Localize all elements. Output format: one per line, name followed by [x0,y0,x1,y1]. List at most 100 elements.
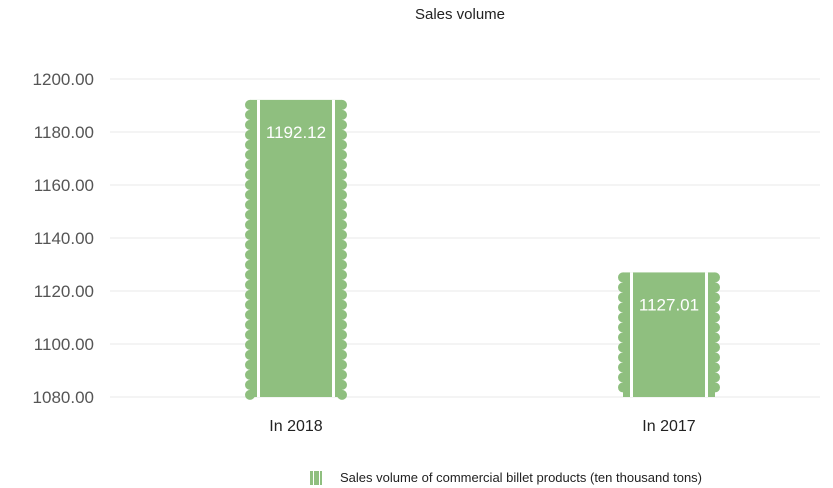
bar-stripe [705,272,708,397]
bar-edge [337,209,347,220]
bar-edge [710,292,720,303]
bar-edge [337,189,347,200]
chart-title: Sales volume [414,6,506,23]
bar-edge [245,239,255,250]
bar-edge [245,279,255,290]
bar-edge [245,379,255,390]
bar-edge [337,119,347,130]
y-tick-label: 1180.00 [34,123,94,142]
bar-edge [337,279,347,290]
bar-edge [337,139,347,150]
bar-edge [618,302,628,313]
bar-edge [618,292,628,303]
bar-edge [710,342,720,353]
bar-edge [245,249,255,260]
bar-edge [618,382,628,393]
bar-edge [337,289,347,300]
bar-edge [245,129,255,140]
bar-edge [337,249,347,260]
y-tick-label: 1120.00 [34,282,94,301]
bar-edge [245,169,255,180]
bar-stripe [332,99,335,397]
bar-edge [618,352,628,363]
bar-edge [245,269,255,280]
bar-chart: 1080.00 1100.00 1120.00 1140.00 1160.00 1180.… [33,70,820,435]
bar-edge [618,332,628,343]
bar-edge [337,329,347,340]
bar-edge [337,309,347,320]
bar-edge [245,159,255,170]
bar-edge [337,369,347,380]
bar-edge [618,282,628,293]
bar-edge [337,239,347,250]
bar-edge [245,209,255,220]
y-tick-label: 1100.00 [34,335,94,354]
bar-edge [245,389,255,400]
data-label: 1192.12 [266,123,326,142]
bar-edge [337,199,347,210]
bar-edge [245,289,255,300]
bar-stripe [630,272,633,397]
bar-edge [245,229,255,240]
x-category-label: In 2018 [269,418,322,435]
bar-edge [337,389,347,400]
bar-edge [245,219,255,230]
bar-edge [618,372,628,383]
bar-edge [710,332,720,343]
bar-edge [245,339,255,350]
bar-edge [710,322,720,333]
bar-edge [245,99,255,110]
y-tick-label: 1200.00 [33,70,94,89]
bar-edge [337,229,347,240]
bar-edge [337,99,347,110]
bar-edge [245,349,255,360]
bar-edge [337,169,347,180]
bar-edge [618,272,628,283]
data-label: 1127.01 [639,295,699,314]
x-category-label: In 2017 [642,418,695,435]
legend-swatch [310,470,324,485]
bar-edge [245,199,255,210]
bar [623,272,715,397]
bar-edge [618,362,628,373]
bar-edge [710,352,720,363]
bar-edge [618,342,628,353]
bar-edge [618,322,628,333]
bar-edge [337,129,347,140]
bar-edge [337,269,347,280]
bar-edge [710,272,720,283]
bar-edge [245,329,255,340]
bar [250,99,342,397]
bar-edge [337,109,347,120]
bar-edge [245,359,255,370]
bar-edge [337,339,347,350]
bar-edge [710,312,720,323]
bar-edge [245,319,255,330]
y-tick-label: 1160.00 [34,176,94,195]
bar-edge [337,359,347,370]
legend: Sales volume of commercial billet produc… [310,470,702,485]
bar-edge [337,349,347,360]
bar-edge [245,109,255,120]
bar-edge [710,382,720,393]
bar-stripe [257,99,260,397]
bar-edge [337,259,347,270]
bar-edge [245,369,255,380]
bar-edge [337,219,347,230]
bar-edge [337,159,347,170]
bar-edge [245,309,255,320]
bar-edge [245,139,255,150]
bar-edge [337,149,347,160]
bar-edge [337,299,347,310]
legend-label: Sales volume of commercial billet produc… [340,470,703,485]
bar-edge [618,312,628,323]
bar-edge [245,179,255,190]
bar-edge [337,319,347,330]
y-tick-label: 1080.00 [33,388,94,407]
bar-edge [710,372,720,383]
bar-edge [337,179,347,190]
bar-edge [337,379,347,390]
y-tick-label: 1140.00 [34,229,94,248]
bar-edge [710,282,720,293]
